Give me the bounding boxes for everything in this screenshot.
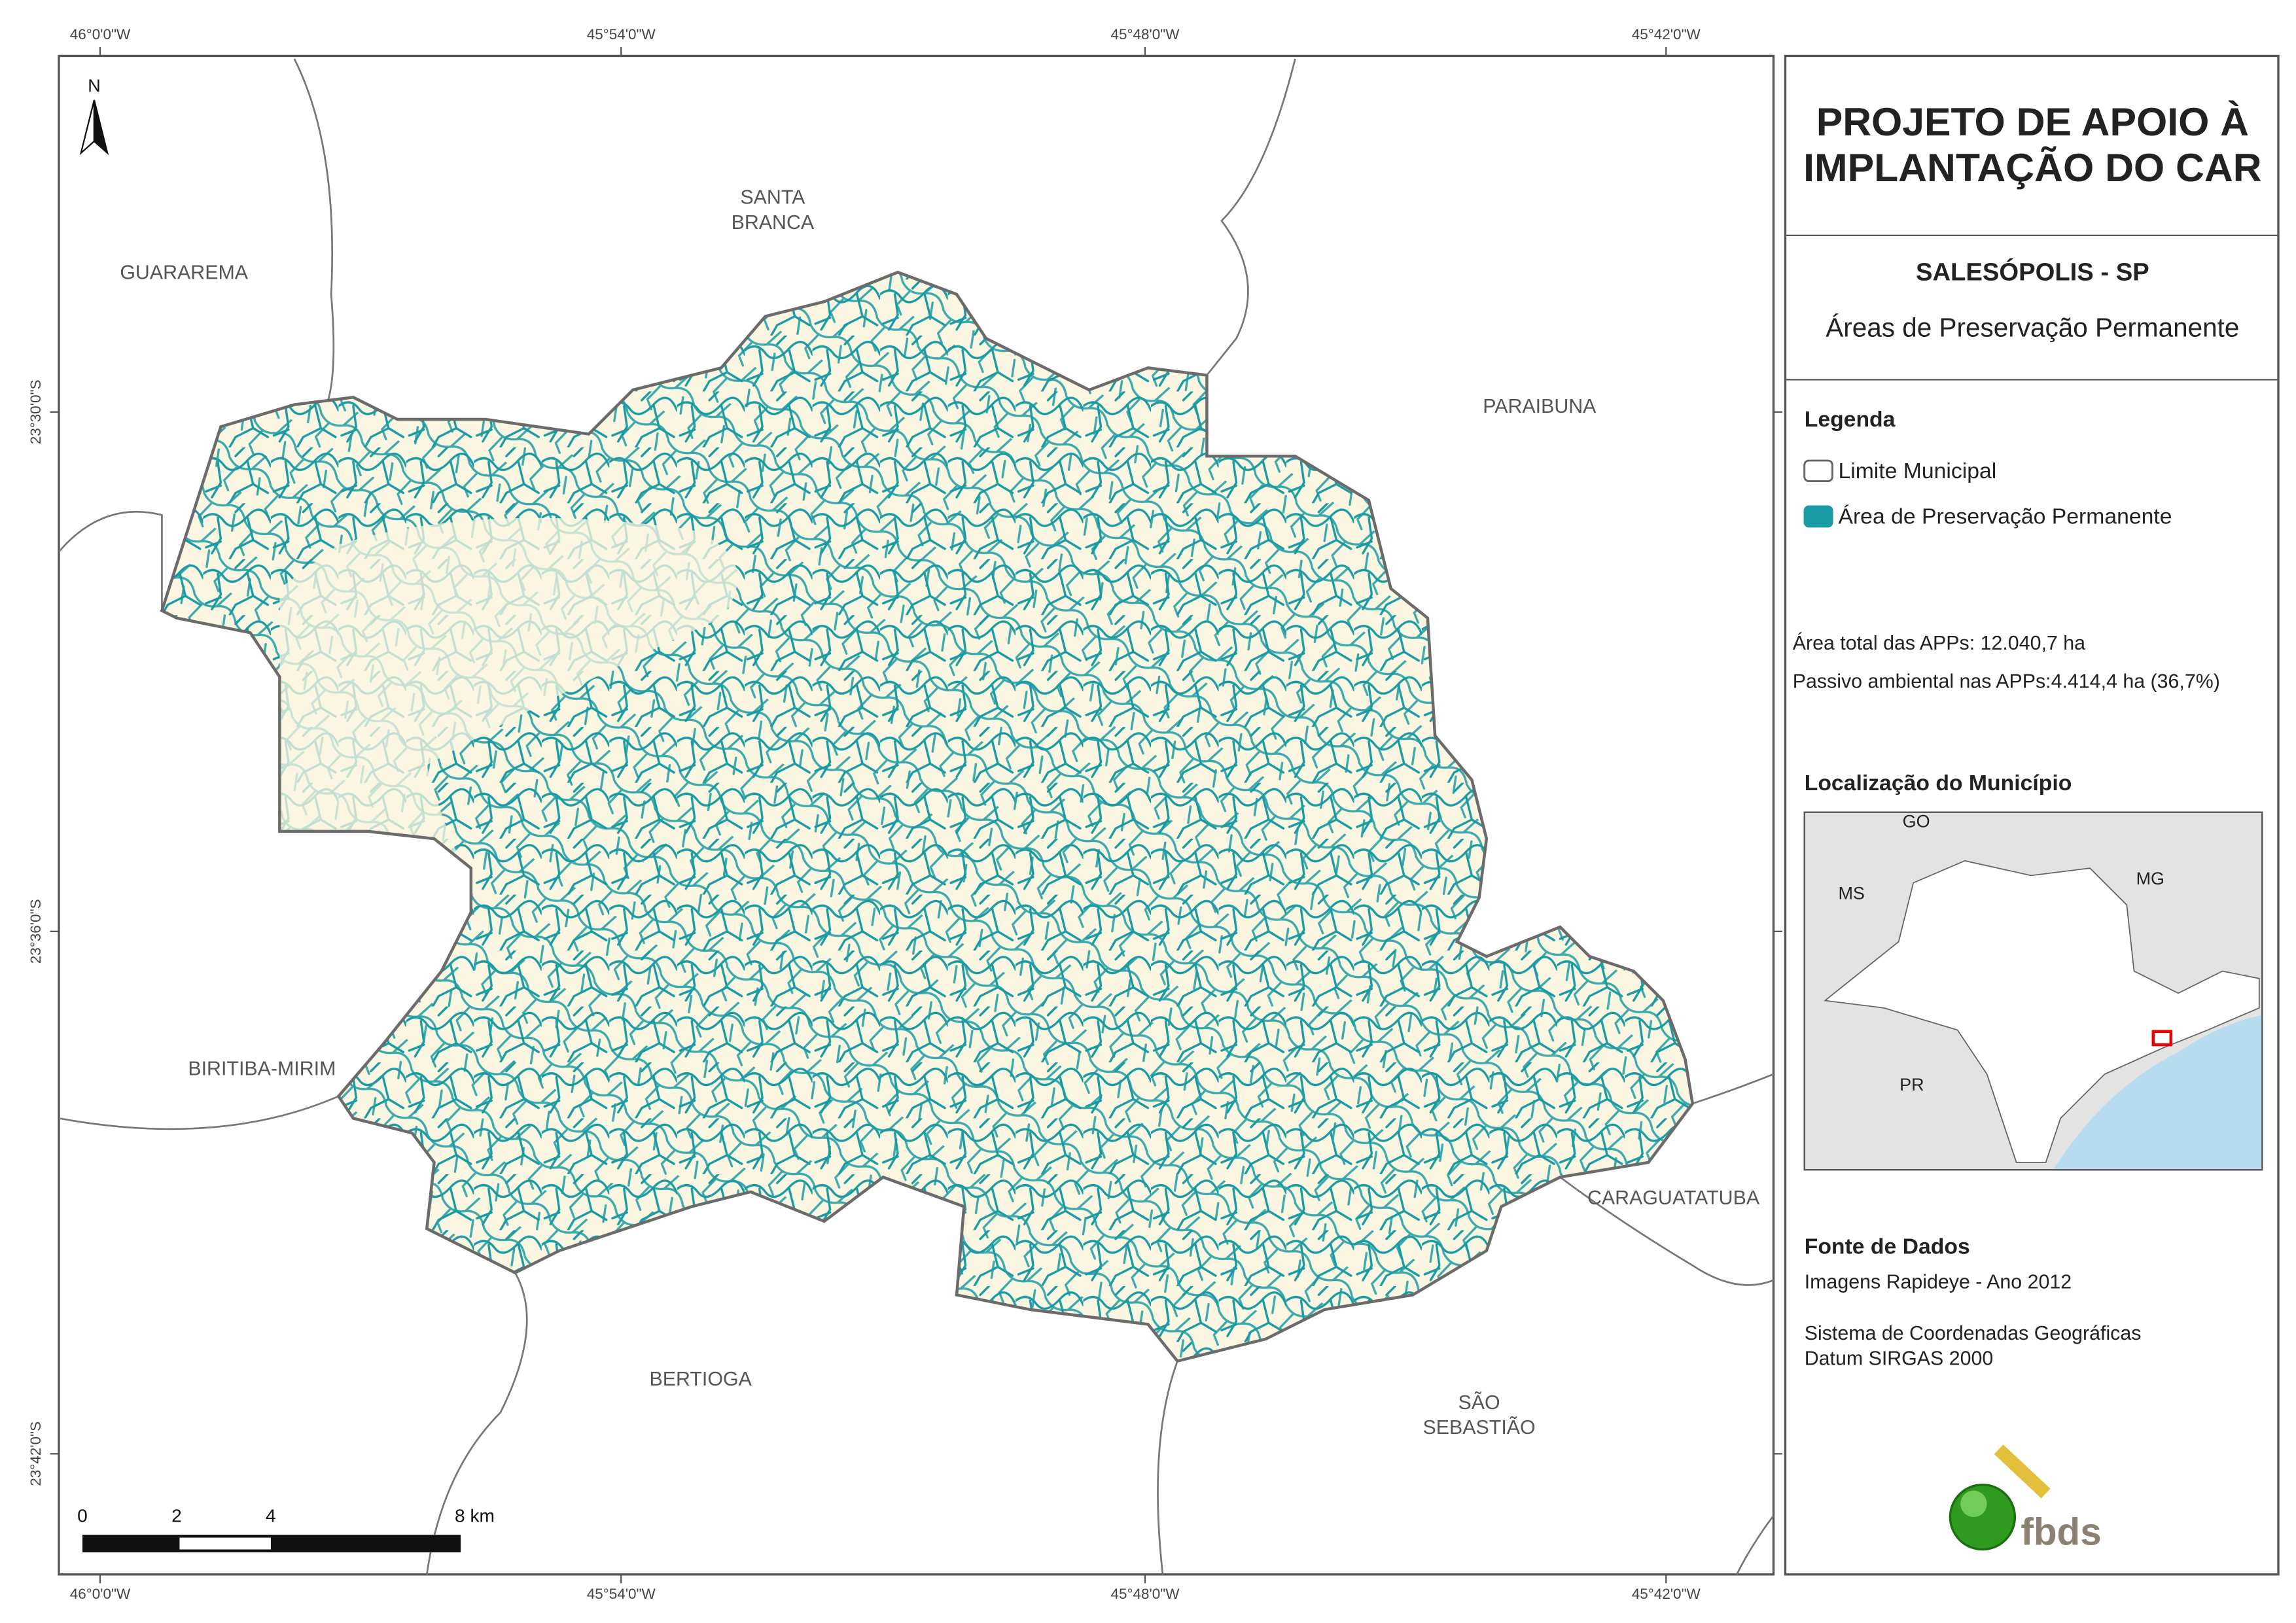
source-line: Sistema de Coordenadas Geográficas: [1805, 1323, 2142, 1344]
scale-label: 0: [77, 1505, 88, 1526]
neighbor-boundary: [293, 58, 335, 413]
scale-bar: [82, 1535, 461, 1553]
neighbor-boundary: [425, 1272, 528, 1575]
longitude-label: 45°48'0"W: [1110, 1586, 1180, 1602]
place-name: SANTA: [740, 187, 805, 209]
neighbor-boundary: [1559, 1073, 1774, 1286]
open-area: [279, 517, 738, 883]
logo-highlight: [1960, 1490, 1987, 1518]
scale-label: 8 km: [455, 1505, 495, 1526]
title: PROJETO DE APOIO À: [1816, 99, 2249, 144]
theme: Áreas de Preservação Permanente: [1826, 313, 2239, 343]
longitude-label: 45°42'0"W: [1632, 1586, 1701, 1602]
legend-swatch: [1803, 505, 1833, 528]
place-name: SEBASTIÃO: [1423, 1416, 1536, 1439]
logo-bar: [1994, 1444, 2051, 1499]
longitude-label: 45°48'0"W: [1110, 26, 1180, 43]
inset-label: PR: [1899, 1075, 1924, 1094]
legend-item: Área de Preservação Permanente: [1838, 504, 2172, 529]
place-name: PARAIBUNA: [1483, 396, 1597, 417]
neighbor-boundary: [1206, 58, 1296, 376]
scale-label: 4: [266, 1505, 276, 1526]
latitude-label: 23°36'0"S: [27, 899, 44, 964]
latitude-label: 23°42'0"S: [27, 1422, 44, 1486]
place-name: BERTIOGA: [650, 1369, 752, 1390]
logo: fbds: [1949, 1444, 2102, 1553]
latitude-label: 23°30'0"S: [27, 379, 44, 444]
inset-label: MS: [1838, 884, 1864, 903]
neighbor-boundary: [58, 1095, 339, 1130]
inset-sea: [2053, 1015, 2263, 1170]
title: IMPLANTAÇÃO DO CAR: [1803, 145, 2261, 190]
legend-swatch: [1803, 459, 1833, 482]
inset-label: GO: [1903, 811, 1930, 831]
location-title: Localização do Município: [1805, 771, 2072, 795]
longitude-label: 46°0'0"W: [70, 1586, 131, 1602]
longitude-label: 46°0'0"W: [70, 26, 131, 43]
neighbor-boundary: [1736, 1514, 1774, 1575]
inset-highlight: [2151, 1030, 2173, 1047]
place-name: BIRITIBA-MIRIM: [188, 1058, 336, 1079]
longitude-label: 45°54'0"W: [587, 1586, 656, 1602]
source-line: Datum SIRGAS 2000: [1805, 1348, 1994, 1369]
sources-title: Fonte de Dados: [1805, 1234, 1970, 1259]
inset-label: MG: [2136, 869, 2164, 888]
legend-title: Legenda: [1805, 407, 1896, 432]
place-name: SÃO: [1458, 1391, 1500, 1414]
stat-line: Área total das APPs: 12.040,7 ha: [1793, 633, 2085, 654]
graticule-ticks: [50, 46, 1782, 1584]
inset-state: [1823, 860, 2260, 1163]
north-arrow: [93, 99, 109, 156]
longitude-label: 45°42'0"W: [1632, 26, 1701, 43]
municipality: SALESÓPOLIS - SP: [1916, 257, 2149, 286]
source-line: Imagens Rapideye - Ano 2012: [1805, 1271, 2072, 1293]
neighbor-boundary: [1157, 1361, 1178, 1575]
place-name: CARAGUATATUBA: [1587, 1187, 1760, 1209]
stat-line: Passivo ambiental nas APPs:4.414,4 ha (3…: [1793, 671, 2220, 693]
longitude-label: 45°54'0"W: [587, 26, 656, 43]
scale-bar-segment: [179, 1537, 271, 1550]
location-inset: [1803, 811, 2263, 1171]
scale-label: 2: [171, 1505, 182, 1526]
neighbor-boundary: [58, 510, 163, 611]
legend-item: Limite Municipal: [1838, 459, 1996, 483]
inset-border: [1803, 811, 2263, 1171]
logo-text: fbds: [2021, 1510, 2101, 1553]
place-name: GUARAREMA: [120, 262, 248, 283]
north-label: N: [88, 76, 101, 96]
place-name: BRANCA: [732, 212, 815, 234]
